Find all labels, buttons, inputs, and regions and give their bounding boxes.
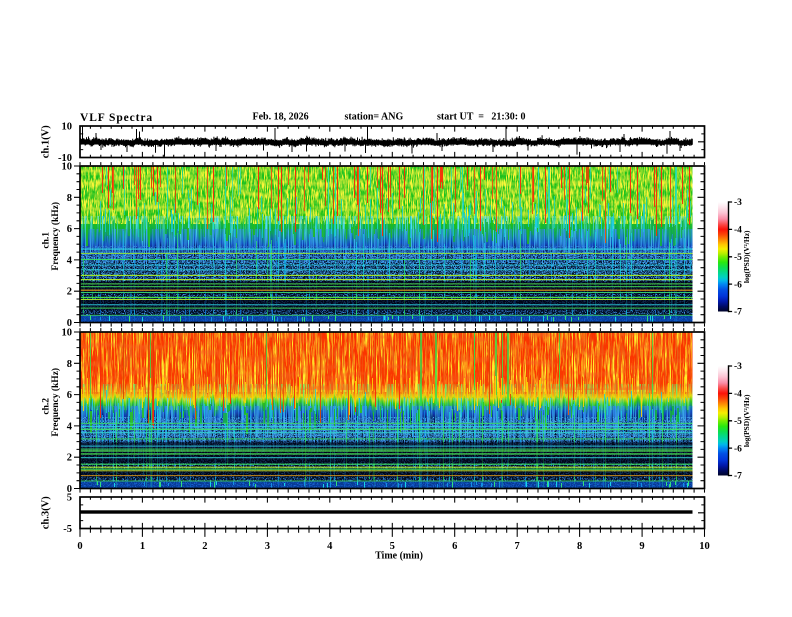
svg-text:10: 10 bbox=[62, 122, 73, 133]
svg-text:7: 7 bbox=[515, 541, 520, 552]
svg-text:2: 2 bbox=[67, 287, 72, 298]
svg-text:-5: -5 bbox=[734, 417, 742, 427]
svg-text:8: 8 bbox=[67, 359, 72, 370]
svg-text:log(PSD)(V²/Hz): log(PSD)(V²/Hz) bbox=[742, 394, 751, 447]
svg-text:-10: -10 bbox=[58, 153, 72, 164]
svg-text:6: 6 bbox=[67, 224, 72, 235]
svg-text:4: 4 bbox=[327, 541, 333, 552]
svg-text:10: 10 bbox=[62, 162, 73, 173]
svg-text:-7: -7 bbox=[734, 472, 742, 482]
svg-text:2: 2 bbox=[202, 541, 207, 552]
svg-text:Frequency (kHz): Frequency (kHz) bbox=[50, 368, 61, 437]
svg-text:0: 0 bbox=[77, 541, 82, 552]
svg-text:ch.2: ch.2 bbox=[42, 398, 52, 415]
svg-text:-5: -5 bbox=[734, 253, 742, 263]
svg-text:3: 3 bbox=[265, 541, 270, 552]
svg-text:0: 0 bbox=[67, 484, 72, 495]
svg-text:ch.1(V): ch.1(V) bbox=[41, 125, 52, 158]
svg-text:0: 0 bbox=[67, 318, 72, 329]
svg-text:-4: -4 bbox=[734, 390, 742, 400]
svg-text:-4: -4 bbox=[734, 226, 742, 236]
svg-text:6: 6 bbox=[67, 390, 72, 401]
svg-text:8: 8 bbox=[577, 541, 582, 552]
svg-text:5: 5 bbox=[67, 493, 72, 504]
svg-text:6: 6 bbox=[452, 541, 457, 552]
svg-text:Time (min): Time (min) bbox=[375, 551, 423, 562]
svg-text:4: 4 bbox=[67, 255, 73, 266]
svg-text:ch.3(V): ch.3(V) bbox=[41, 496, 52, 529]
svg-text:4: 4 bbox=[67, 421, 73, 432]
svg-text:log(PSD)(V²/Hz): log(PSD)(V²/Hz) bbox=[742, 230, 751, 283]
svg-text:-5: -5 bbox=[63, 524, 72, 535]
svg-text:start UT = 21:30: 0: start UT = 21:30: 0 bbox=[437, 112, 526, 123]
svg-text:8: 8 bbox=[67, 193, 72, 204]
svg-text:2: 2 bbox=[67, 453, 72, 464]
svg-text:station= ANG: station= ANG bbox=[345, 112, 404, 123]
svg-text:-6: -6 bbox=[734, 444, 742, 454]
svg-text:ch.1: ch.1 bbox=[42, 232, 52, 249]
svg-text:-3: -3 bbox=[734, 362, 742, 372]
svg-text:VLF Spectra: VLF Spectra bbox=[80, 112, 153, 124]
svg-text:10: 10 bbox=[62, 328, 73, 339]
svg-text:10: 10 bbox=[699, 541, 710, 552]
svg-text:-7: -7 bbox=[734, 308, 742, 318]
svg-text:-6: -6 bbox=[734, 280, 742, 290]
svg-text:5: 5 bbox=[390, 541, 395, 552]
svg-text:9: 9 bbox=[639, 541, 644, 552]
svg-text:Frequency (kHz): Frequency (kHz) bbox=[50, 202, 61, 271]
svg-text:-3: -3 bbox=[734, 198, 742, 208]
svg-text:1: 1 bbox=[140, 541, 145, 552]
svg-text:Feb. 18, 2026: Feb. 18, 2026 bbox=[253, 112, 309, 123]
